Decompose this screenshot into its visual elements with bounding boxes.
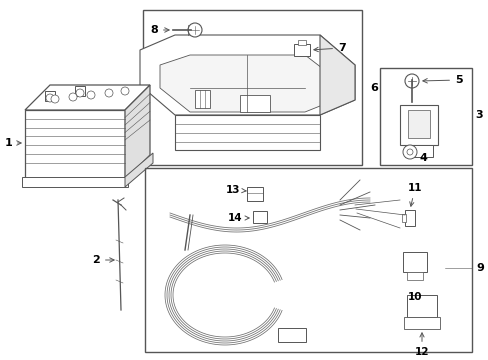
Bar bbox=[142, 10, 361, 165]
Polygon shape bbox=[125, 153, 153, 187]
Circle shape bbox=[406, 149, 412, 155]
Bar bbox=[379, 68, 471, 165]
Bar bbox=[404, 145, 432, 157]
Text: 13: 13 bbox=[225, 185, 245, 195]
Circle shape bbox=[46, 94, 54, 102]
Bar bbox=[297, 40, 305, 45]
Bar bbox=[401, 214, 405, 222]
Bar bbox=[406, 295, 436, 317]
Circle shape bbox=[76, 89, 84, 97]
Bar bbox=[407, 110, 429, 138]
Bar bbox=[403, 317, 439, 329]
Text: 1: 1 bbox=[4, 138, 21, 148]
Circle shape bbox=[87, 91, 95, 99]
Polygon shape bbox=[240, 95, 269, 112]
Circle shape bbox=[121, 87, 129, 95]
Circle shape bbox=[105, 89, 113, 97]
Text: 14: 14 bbox=[227, 213, 248, 223]
Bar bbox=[75, 86, 85, 96]
Text: 3: 3 bbox=[474, 110, 482, 120]
Text: 6: 6 bbox=[369, 83, 377, 93]
Polygon shape bbox=[125, 85, 150, 180]
Polygon shape bbox=[25, 85, 150, 110]
Bar bbox=[278, 328, 305, 342]
Text: 12: 12 bbox=[414, 333, 428, 357]
Text: 5: 5 bbox=[422, 75, 462, 85]
Text: 4: 4 bbox=[419, 153, 427, 163]
Polygon shape bbox=[175, 115, 319, 150]
Bar bbox=[145, 168, 471, 352]
Polygon shape bbox=[319, 35, 354, 115]
Polygon shape bbox=[160, 55, 334, 112]
Bar bbox=[406, 272, 422, 280]
Text: 11: 11 bbox=[407, 183, 421, 206]
Text: 7: 7 bbox=[313, 43, 345, 53]
Circle shape bbox=[69, 93, 77, 101]
Bar bbox=[293, 44, 309, 56]
Circle shape bbox=[51, 95, 59, 103]
Polygon shape bbox=[140, 35, 354, 115]
Circle shape bbox=[404, 74, 418, 88]
Bar bbox=[252, 211, 266, 223]
Circle shape bbox=[402, 145, 416, 159]
Bar bbox=[45, 91, 55, 101]
Bar bbox=[399, 105, 437, 145]
Polygon shape bbox=[195, 90, 209, 108]
Bar bbox=[246, 187, 263, 201]
Bar bbox=[404, 210, 414, 226]
Text: 8: 8 bbox=[150, 25, 169, 35]
Text: 2: 2 bbox=[92, 255, 114, 265]
Text: 10: 10 bbox=[407, 292, 421, 302]
Bar bbox=[402, 252, 426, 272]
Text: 9: 9 bbox=[475, 263, 483, 273]
Polygon shape bbox=[25, 110, 125, 180]
Circle shape bbox=[187, 23, 202, 37]
Polygon shape bbox=[22, 177, 128, 187]
